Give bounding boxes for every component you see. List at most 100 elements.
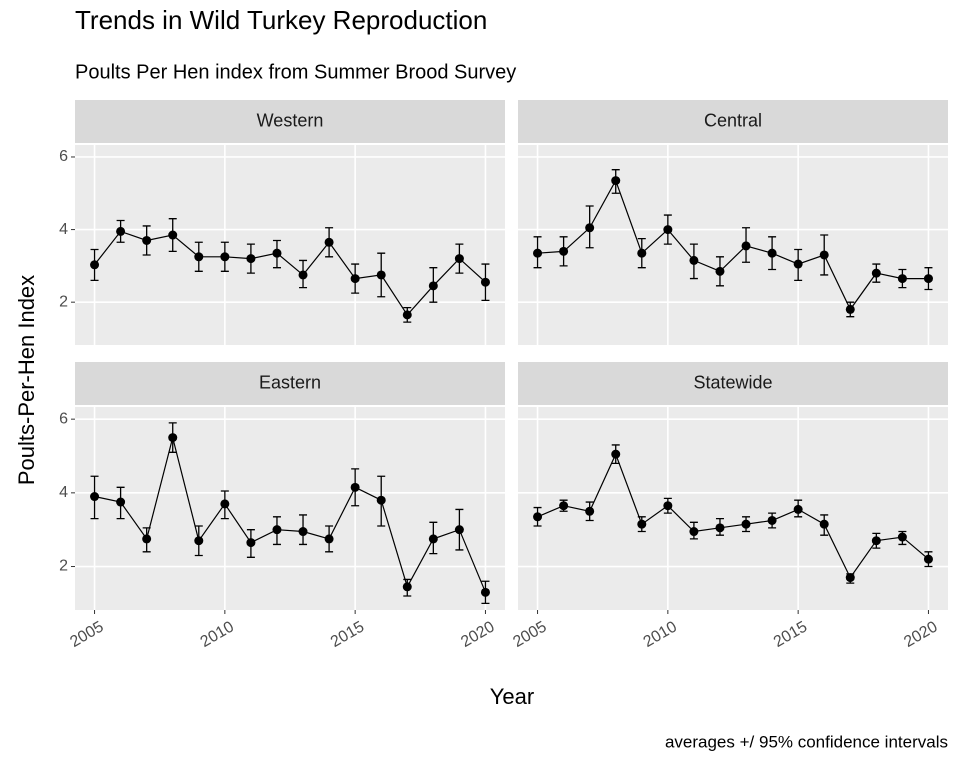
data-point bbox=[116, 497, 126, 507]
panel-background bbox=[75, 407, 505, 610]
data-point bbox=[402, 582, 412, 592]
panel-strip bbox=[75, 362, 505, 405]
y-tick-label: 6 bbox=[59, 410, 68, 427]
data-point bbox=[168, 433, 178, 443]
data-point bbox=[871, 268, 881, 278]
panel-background bbox=[518, 145, 948, 345]
data-point bbox=[350, 482, 360, 492]
x-tick-label: 2010 bbox=[198, 618, 237, 651]
data-point bbox=[480, 587, 490, 597]
data-point bbox=[611, 176, 621, 186]
panel-background bbox=[75, 145, 505, 345]
data-point bbox=[793, 259, 803, 269]
panel-title: Western bbox=[257, 110, 324, 130]
data-point bbox=[845, 304, 855, 314]
panel-background bbox=[518, 407, 948, 610]
data-point bbox=[715, 523, 725, 533]
data-point bbox=[480, 277, 490, 287]
data-point bbox=[272, 525, 282, 535]
data-point bbox=[194, 536, 204, 546]
data-point bbox=[402, 310, 412, 320]
data-point bbox=[220, 252, 230, 262]
data-point bbox=[194, 252, 204, 262]
data-point bbox=[324, 534, 334, 544]
data-point bbox=[376, 270, 386, 280]
data-point bbox=[90, 260, 100, 270]
panel-strip bbox=[75, 100, 505, 143]
y-tick-label: 4 bbox=[59, 484, 68, 501]
data-point bbox=[819, 519, 829, 529]
chart-title: Trends in Wild Turkey Reproduction bbox=[75, 5, 487, 35]
data-point bbox=[116, 226, 126, 236]
series-line bbox=[537, 452, 929, 579]
y-tick-label: 2 bbox=[59, 558, 68, 575]
panel-title: Central bbox=[704, 110, 762, 130]
data-point bbox=[689, 527, 699, 537]
data-point bbox=[663, 225, 673, 235]
data-point bbox=[767, 248, 777, 258]
data-point bbox=[663, 501, 673, 511]
data-point bbox=[220, 499, 230, 509]
x-tick-label: 2005 bbox=[67, 618, 106, 651]
data-point bbox=[923, 554, 933, 564]
data-point bbox=[246, 538, 256, 548]
y-tick-label: 6 bbox=[59, 148, 68, 165]
data-point bbox=[428, 534, 438, 544]
data-point bbox=[90, 492, 100, 502]
x-tick-label: 2010 bbox=[641, 618, 680, 651]
data-point bbox=[454, 525, 464, 535]
panel-title: Statewide bbox=[693, 372, 772, 392]
data-point bbox=[272, 248, 282, 258]
data-point bbox=[298, 527, 308, 537]
x-tick-label: 2020 bbox=[458, 618, 497, 651]
data-point bbox=[142, 534, 152, 544]
panel-strip bbox=[518, 362, 948, 405]
data-point bbox=[689, 255, 699, 265]
data-point bbox=[142, 235, 152, 245]
y-axis-title: Poults-Per-Hen Index bbox=[14, 275, 39, 485]
data-point bbox=[533, 248, 543, 258]
x-axis-title: Year bbox=[490, 684, 534, 709]
data-point bbox=[793, 504, 803, 514]
data-point bbox=[298, 270, 308, 280]
data-point bbox=[741, 241, 751, 251]
data-point bbox=[741, 519, 751, 529]
data-point bbox=[559, 501, 569, 511]
data-point bbox=[246, 254, 256, 264]
y-tick-label: 2 bbox=[59, 293, 68, 310]
data-point bbox=[585, 223, 595, 233]
data-point bbox=[871, 536, 881, 546]
series-line bbox=[94, 437, 487, 593]
data-point bbox=[585, 506, 595, 516]
chart-subtitle: Poults Per Hen index from Summer Brood S… bbox=[75, 61, 516, 83]
data-point bbox=[559, 246, 569, 256]
data-point bbox=[637, 248, 647, 258]
data-point bbox=[428, 281, 438, 291]
data-point bbox=[533, 512, 543, 522]
x-tick-label: 2020 bbox=[901, 618, 940, 651]
panel-strip bbox=[518, 100, 948, 143]
data-point bbox=[376, 495, 386, 505]
data-point bbox=[715, 266, 725, 276]
data-point bbox=[324, 237, 334, 247]
panel-title: Eastern bbox=[259, 372, 321, 392]
x-tick-label: 2005 bbox=[510, 618, 549, 651]
y-tick-label: 4 bbox=[59, 221, 68, 238]
series-line bbox=[537, 179, 929, 311]
data-point bbox=[611, 449, 621, 459]
series-line bbox=[94, 230, 486, 316]
data-point bbox=[168, 230, 178, 240]
caption: averages +/ 95% confidence intervals bbox=[665, 732, 948, 751]
data-point bbox=[923, 274, 933, 284]
data-point bbox=[767, 515, 777, 525]
data-point bbox=[897, 532, 907, 542]
data-point bbox=[897, 274, 907, 284]
data-point bbox=[819, 250, 829, 260]
data-point bbox=[637, 519, 647, 529]
data-point bbox=[454, 254, 464, 264]
x-tick-label: 2015 bbox=[771, 618, 810, 651]
data-point bbox=[350, 274, 360, 284]
data-point bbox=[845, 573, 855, 583]
x-tick-label: 2015 bbox=[328, 618, 367, 651]
